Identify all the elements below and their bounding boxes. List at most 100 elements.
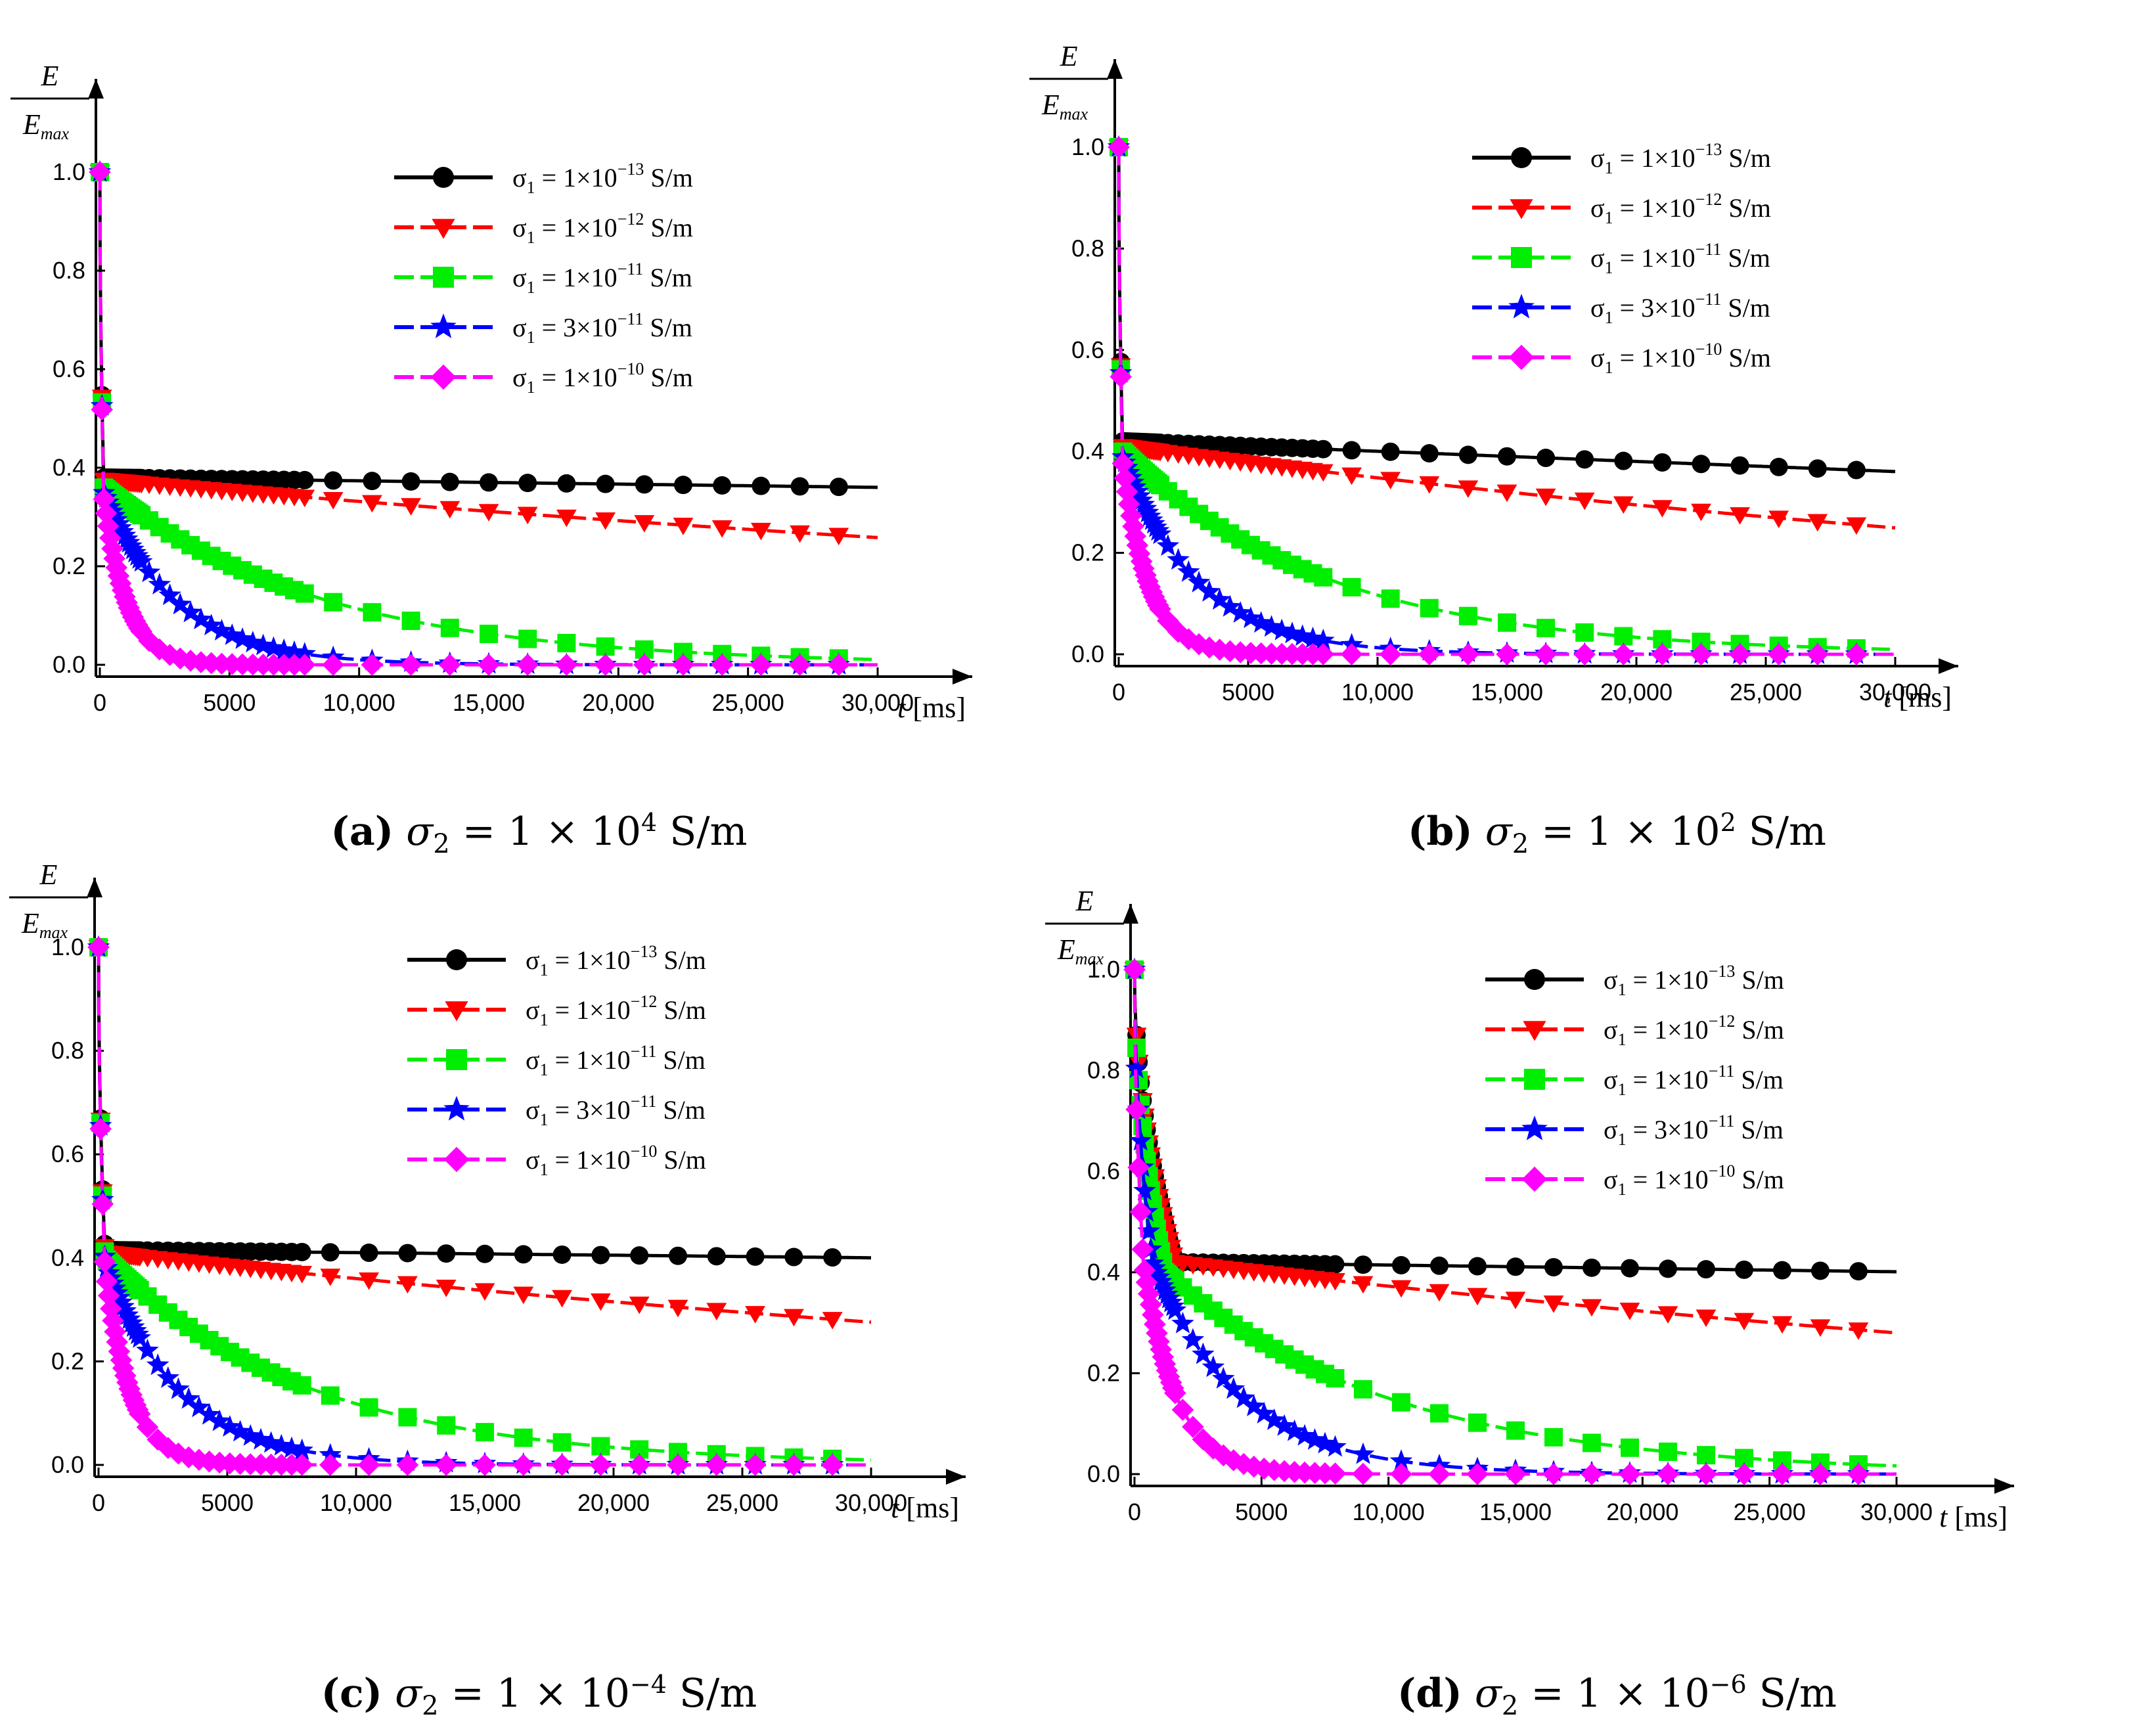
- data-point: [218, 1415, 242, 1437]
- data-point: [1506, 1257, 1525, 1276]
- data-point: [1219, 595, 1242, 617]
- series-line: [1117, 146, 1895, 656]
- data-point: [146, 1428, 169, 1451]
- x-tick-label: 10,000: [323, 689, 395, 716]
- y-tick-label: 0.0: [53, 651, 85, 678]
- panel-d: 0.0 0.2 0.4 0.6 0.8 1.0 0 5000 10,000 15,000 20,00…: [1045, 864, 2156, 1729]
- data-point: [93, 488, 116, 510]
- data-point: [1314, 568, 1333, 587]
- data-point: [1129, 1129, 1152, 1151]
- data-point: [1847, 460, 1866, 480]
- x-tick-label: 20,000: [1606, 1498, 1678, 1525]
- legend-swatch-marker: [446, 1049, 467, 1070]
- legend: σ1 = 1×10−13 S/m σ1 = 1×10−12 S/m σ1 = 1×1…: [1472, 140, 1771, 377]
- data-point: [89, 161, 111, 183]
- data-point: [1232, 1452, 1255, 1475]
- data-point: [1342, 441, 1361, 460]
- data-point: [106, 1331, 129, 1353]
- legend-item: σ1 = 1×10−13 S/m: [407, 942, 706, 979]
- y-tick-label: 0.8: [1087, 1057, 1120, 1084]
- data-point: [1420, 444, 1439, 463]
- data-point: [324, 593, 343, 612]
- data-point: [1120, 505, 1142, 527]
- data-point: [210, 619, 233, 640]
- data-point: [1771, 1463, 1793, 1485]
- legend-swatch-marker: [1524, 969, 1545, 990]
- data-point: [517, 506, 538, 525]
- legend-item: σ1 = 1×10−10 S/m: [407, 1142, 706, 1179]
- data-point: [782, 1454, 805, 1476]
- data-point: [476, 1423, 494, 1442]
- data-point: [516, 654, 539, 676]
- y-label-denominator: Emax: [1057, 933, 1104, 968]
- y-tick-label: 0.4: [1087, 1259, 1120, 1286]
- data-point: [97, 515, 120, 537]
- legend-label: σ1 = 1×10−10 S/m: [1604, 1161, 1784, 1199]
- data-point: [1212, 1366, 1235, 1389]
- data-point: [476, 1244, 494, 1263]
- x-tick-label: 5000: [1235, 1498, 1288, 1525]
- series-0: [91, 163, 878, 497]
- x-tick-label: 15,000: [449, 1489, 521, 1516]
- data-point: [1575, 450, 1594, 469]
- data-point: [1112, 452, 1134, 475]
- data-point: [1581, 1299, 1602, 1317]
- chart-d: 0.0 0.2 0.4 0.6 0.8 1.0 0 5000 10,000 15,000 20,00…: [1045, 885, 2014, 1533]
- data-point: [1125, 1056, 1148, 1079]
- data-point: [1730, 456, 1749, 475]
- data-point: [1657, 1463, 1679, 1485]
- y-tick-label: 0.0: [1071, 640, 1104, 667]
- series-1: [89, 164, 878, 546]
- data-point: [322, 654, 344, 676]
- data-point: [179, 600, 202, 623]
- data-point: [1108, 136, 1130, 158]
- data-point: [1810, 1319, 1831, 1337]
- data-point: [1341, 467, 1362, 485]
- data-point: [1353, 1276, 1374, 1294]
- data-point: [1613, 496, 1634, 514]
- legend-label: σ1 = 1×10−13 S/m: [1604, 962, 1784, 999]
- data-point: [128, 1326, 151, 1348]
- data-point: [1249, 611, 1272, 633]
- y-tick-label: 1.0: [53, 158, 85, 185]
- legend-label: σ1 = 1×10−12 S/m: [526, 992, 706, 1029]
- legend: σ1 = 1×10−13 S/m σ1 = 1×10−12 S/m σ1 = 1×1…: [394, 160, 693, 397]
- data-point: [1270, 618, 1293, 640]
- data-point: [1733, 1463, 1755, 1485]
- legend-swatch-marker: [443, 1146, 470, 1173]
- x-tick-label: 20,000: [582, 689, 654, 716]
- data-point: [1696, 1309, 1717, 1328]
- data-point: [1542, 1463, 1565, 1485]
- data-point: [1419, 476, 1440, 494]
- y-tick-label: 0.0: [51, 1451, 84, 1478]
- data-point: [1772, 1316, 1793, 1334]
- data-point: [1127, 1156, 1150, 1179]
- data-point: [1498, 447, 1516, 466]
- data-point: [1583, 1433, 1601, 1452]
- data-point: [323, 492, 344, 510]
- data-point: [1129, 1201, 1152, 1223]
- data-point: [89, 1117, 112, 1140]
- data-point: [828, 654, 850, 676]
- legend-label: σ1 = 1×10−10 S/m: [526, 1142, 706, 1179]
- data-point: [437, 1416, 456, 1435]
- x-tick-label: 5000: [1222, 679, 1274, 706]
- series-2: [91, 163, 878, 668]
- data-point: [1324, 1435, 1347, 1457]
- legend-item: σ1 = 1×10−11 S/m: [394, 259, 692, 297]
- data-point: [1232, 1386, 1255, 1408]
- data-point: [829, 478, 848, 497]
- data-point: [480, 473, 498, 492]
- x-tick-label: 30,000: [842, 689, 914, 716]
- data-point: [1457, 643, 1479, 665]
- data-point: [1506, 1421, 1525, 1440]
- data-point: [91, 1193, 114, 1215]
- data-point: [673, 518, 694, 535]
- x-axis-label: t [ms]: [1939, 1501, 2008, 1533]
- legend-item: σ1 = 1×10−13 S/m: [394, 160, 693, 197]
- y-tick-label: 0.0: [1087, 1460, 1120, 1487]
- y-label-numerator: E: [41, 60, 59, 92]
- y-label-numerator: E: [39, 859, 58, 891]
- series-3: [1107, 135, 1895, 664]
- y-label-denominator: Emax: [22, 108, 70, 143]
